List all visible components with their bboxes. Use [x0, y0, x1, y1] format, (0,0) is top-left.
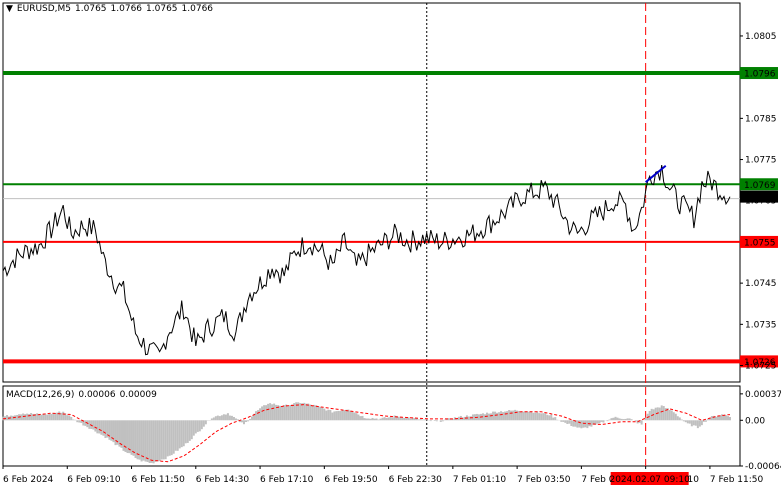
- ohlc-close: 1.0766: [181, 4, 214, 14]
- x-tick-label: 6 Feb 11:50: [132, 475, 186, 485]
- main-plot-frame: [2, 2, 741, 383]
- macd-label: MACD(12,26,9): [6, 390, 75, 400]
- level-label-1.0755: 1.0755: [744, 238, 776, 248]
- macd-signal-line: [2, 404, 731, 463]
- y-tick-label-1.0805: 1.0805: [745, 32, 777, 42]
- price-series-line: [2, 165, 731, 356]
- level-tag-1.0755: [740, 235, 778, 248]
- current-price-tag: [740, 190, 778, 203]
- macd-y-tick-label--0.00064: -0.00064: [745, 462, 781, 472]
- x-tick-label: 6 Feb 14:30: [196, 475, 250, 485]
- current-price-label: 1.0766: [744, 193, 776, 203]
- macd-plot-frame: [2, 385, 741, 467]
- x-tick-label: 7 Feb 03:50: [517, 475, 571, 485]
- ohlc-open: 1.0765: [75, 4, 107, 14]
- x-tick-label: 6 Feb 22:30: [389, 475, 443, 485]
- y-tick-label-1.0765: 1.0765: [745, 197, 777, 207]
- crosshair-time-label: 2024.02.07 09:10: [609, 475, 690, 485]
- level-label-1.0769: 1.0769: [744, 181, 776, 191]
- y-tick-label-1.0775: 1.0775: [745, 156, 777, 166]
- level-tag-1.0726: [740, 355, 778, 368]
- level-tag-1.0769: [740, 178, 778, 191]
- x-tick-label: 7 Feb 11:50: [710, 475, 764, 485]
- triangle-down-icon: ▼: [6, 4, 13, 14]
- trend-line[interactable]: [645, 164, 667, 183]
- x-tick-label: 7 Feb 01:10: [453, 475, 507, 485]
- macd-value: 0.00006: [78, 390, 116, 400]
- ohlc-high: 1.0766: [110, 4, 143, 14]
- y-tick-label-1.0745: 1.0745: [745, 279, 777, 289]
- y-tick-label-1.0735: 1.0735: [745, 320, 777, 330]
- x-tick-label: 7 Feb 06:30: [581, 475, 635, 485]
- crosshair-time-tag: [610, 472, 689, 485]
- y-tick-label-1.0725: 1.0725: [745, 362, 777, 372]
- symbol-label: EURUSD,M5: [16, 4, 72, 14]
- x-tick-label: 6 Feb 09:10: [67, 475, 121, 485]
- macd-info: MACD(12,26,9) 0.00006 0.00009: [6, 390, 161, 400]
- ohlc-low: 1.0765: [146, 4, 178, 14]
- level-label-1.0726: 1.0726: [744, 358, 776, 368]
- level-label-1.0796: 1.0796: [744, 70, 776, 80]
- macd-y-tick-label-0.00037: 0.00037: [745, 390, 781, 400]
- x-tick-label: 6 Feb 17:10: [260, 475, 314, 485]
- x-tick-label: 6 Feb 19:50: [324, 475, 378, 485]
- macd-signal-value: 0.00009: [119, 390, 157, 400]
- x-tick-label: 6 Feb 2024: [3, 475, 54, 485]
- y-tick-label-1.0785: 1.0785: [745, 114, 777, 124]
- level-tag-1.0796: [740, 67, 778, 80]
- symbol-info: ▼ EURUSD,M5 1.0765 1.0766 1.0765 1.0766: [6, 4, 217, 14]
- macd-y-tick-label-0.00: 0.00: [745, 416, 765, 426]
